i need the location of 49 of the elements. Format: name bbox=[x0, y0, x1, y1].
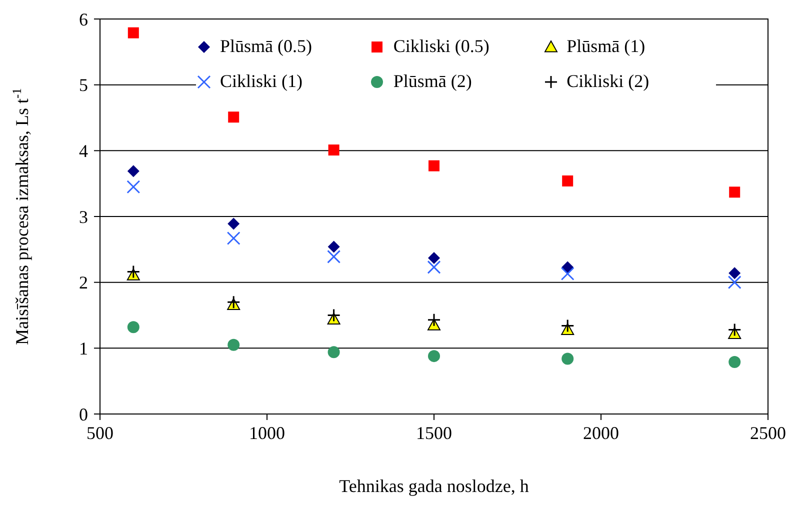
point bbox=[560, 267, 574, 281]
y-tick-label: 1 bbox=[79, 338, 88, 359]
point bbox=[327, 250, 341, 264]
legend-label: Plūsmā (1) bbox=[566, 36, 646, 57]
legend-label: Cikliski (2) bbox=[566, 71, 650, 92]
legend-label: Plūsmā (2) bbox=[393, 71, 472, 92]
point bbox=[427, 260, 441, 274]
y-tick-label: 3 bbox=[79, 206, 88, 227]
point bbox=[728, 267, 741, 280]
point bbox=[226, 295, 240, 309]
x-tick-label: 2000 bbox=[583, 422, 619, 443]
point bbox=[729, 186, 740, 198]
point bbox=[728, 276, 742, 290]
x-tick-label: 2500 bbox=[750, 422, 786, 443]
point bbox=[728, 356, 741, 368]
point bbox=[562, 261, 574, 274]
y-tick-label: 6 bbox=[79, 9, 88, 30]
x-tick-label: 1000 bbox=[249, 422, 285, 443]
point bbox=[328, 240, 340, 253]
point bbox=[728, 322, 742, 336]
legend-label: Plūsmā (0.5) bbox=[220, 36, 312, 57]
y-tick-label: 0 bbox=[79, 404, 88, 424]
y-tick-label: 4 bbox=[79, 141, 88, 162]
point bbox=[126, 180, 140, 194]
point bbox=[127, 165, 140, 178]
point bbox=[562, 352, 574, 365]
legend-label: Cikliski (1) bbox=[220, 71, 303, 92]
point bbox=[562, 175, 574, 186]
point bbox=[127, 321, 140, 334]
x-tick-label: 500 bbox=[86, 422, 114, 443]
point bbox=[327, 308, 341, 322]
point bbox=[228, 112, 240, 123]
x-axis-title: Tehnikas gada noslodze, h bbox=[339, 476, 529, 496]
point bbox=[328, 346, 340, 358]
point bbox=[128, 27, 139, 38]
point bbox=[428, 252, 440, 264]
y-tick-label: 5 bbox=[79, 75, 88, 96]
x-tick-label: 1500 bbox=[416, 422, 452, 443]
point bbox=[328, 144, 340, 156]
point bbox=[126, 265, 140, 279]
point bbox=[427, 313, 441, 327]
legend-label: Cikliski (0.5) bbox=[393, 36, 490, 57]
point bbox=[226, 231, 240, 245]
point bbox=[228, 218, 240, 230]
point bbox=[428, 350, 440, 362]
point bbox=[428, 160, 440, 172]
point bbox=[560, 319, 574, 333]
y-tick-label: 2 bbox=[79, 272, 88, 293]
point bbox=[228, 338, 240, 351]
